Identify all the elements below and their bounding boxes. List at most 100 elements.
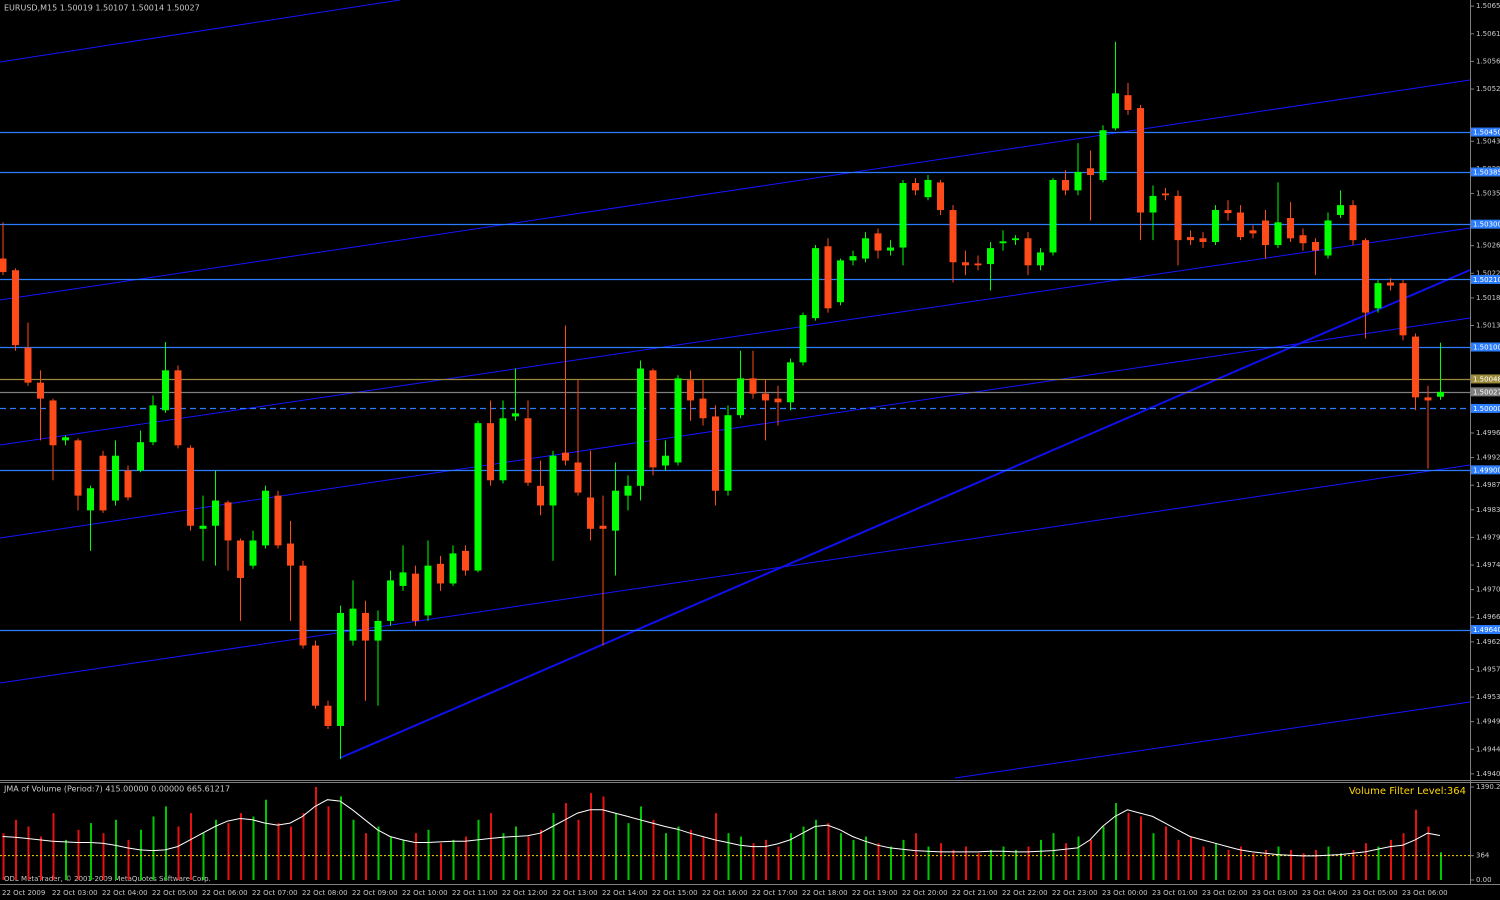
candle-body bbox=[1237, 212, 1244, 238]
x-tick-label: 22 Oct 04:00 bbox=[102, 889, 148, 897]
volume-bar bbox=[902, 839, 905, 880]
candle-body bbox=[1074, 171, 1082, 191]
volume-bar bbox=[1315, 849, 1317, 880]
candle-body bbox=[187, 447, 194, 526]
x-tick-label: 22 Oct 06:00 bbox=[202, 889, 248, 897]
candle-body bbox=[337, 612, 344, 726]
candle-body bbox=[87, 488, 94, 511]
candle-body bbox=[424, 565, 432, 616]
candle-body bbox=[249, 540, 257, 566]
volume-bar bbox=[340, 796, 342, 880]
level-tag bbox=[1471, 167, 1500, 177]
candle-body bbox=[1099, 130, 1107, 180]
volume-bar bbox=[1115, 803, 1117, 880]
x-tick-label: 23 Oct 00:00 bbox=[1102, 889, 1148, 897]
volume-bar bbox=[1077, 836, 1080, 880]
candle-body bbox=[49, 400, 57, 446]
volume-bar bbox=[677, 826, 680, 880]
candle-body bbox=[562, 452, 569, 461]
candle-body bbox=[1387, 282, 1394, 286]
volume-bar bbox=[1277, 846, 1280, 880]
candle-body bbox=[299, 565, 307, 646]
candle-body bbox=[549, 455, 557, 506]
x-tick-label: 22 Oct 13:00 bbox=[552, 889, 598, 897]
candle-body bbox=[274, 495, 282, 546]
candle-body bbox=[649, 370, 657, 468]
volume-bar bbox=[2, 833, 5, 880]
volume-bar bbox=[1302, 853, 1305, 880]
x-tick-label: 23 Oct 05:00 bbox=[1352, 889, 1398, 897]
x-tick-label: 22 Oct 2009 bbox=[2, 889, 45, 897]
volume-bar bbox=[402, 839, 405, 880]
volume-bar bbox=[702, 836, 705, 880]
volume-bar bbox=[215, 819, 217, 880]
candle-body bbox=[399, 572, 407, 586]
candle-body bbox=[912, 183, 919, 191]
candle-body bbox=[862, 238, 869, 259]
volume-bar bbox=[515, 826, 517, 880]
candle-body bbox=[1337, 205, 1344, 215]
candle-body bbox=[1412, 336, 1419, 398]
level-tag-label: 1.50000 bbox=[1473, 405, 1500, 413]
volume-bar bbox=[540, 829, 542, 880]
candle-body bbox=[199, 525, 207, 529]
volume-bar bbox=[302, 813, 305, 880]
candle-body bbox=[674, 378, 682, 463]
y-tick-label: 1.49575 bbox=[1476, 665, 1500, 673]
y-tick-label: 1.49745 bbox=[1476, 561, 1500, 569]
candle-body bbox=[874, 233, 882, 251]
volume-bar bbox=[1415, 809, 1417, 880]
x-tick-label: 22 Oct 15:00 bbox=[652, 889, 698, 897]
volume-bar bbox=[590, 793, 592, 880]
candle-body bbox=[587, 497, 594, 529]
volume-bar bbox=[115, 819, 117, 880]
y-tick-label: 1.49445 bbox=[1476, 745, 1500, 753]
volume-bar bbox=[640, 806, 642, 880]
candle-body bbox=[949, 210, 957, 263]
y-tick-label: 1.50565 bbox=[1476, 57, 1500, 65]
candle-body bbox=[574, 462, 582, 493]
trend-line bbox=[0, 464, 1471, 684]
volume-bar bbox=[77, 829, 80, 880]
volume-bar bbox=[1290, 849, 1292, 880]
y-tick-label: 1.50220 bbox=[1476, 269, 1500, 277]
y-tick-label: 1.50610 bbox=[1476, 30, 1500, 38]
level-tag bbox=[1471, 127, 1500, 137]
candle-body bbox=[1124, 95, 1132, 110]
level-tag bbox=[1471, 219, 1500, 229]
candle-body bbox=[1299, 235, 1307, 244]
volume-bar bbox=[1190, 836, 1192, 880]
candle-body bbox=[1399, 283, 1407, 336]
candle-body bbox=[1274, 222, 1282, 246]
candle-body bbox=[1012, 238, 1019, 241]
y-tick-label: 1.49920 bbox=[1476, 454, 1500, 462]
volume-bar bbox=[377, 826, 380, 880]
x-tick-label: 22 Oct 08:00 bbox=[302, 889, 348, 897]
candle-body bbox=[612, 490, 619, 531]
volume-bar bbox=[265, 799, 267, 880]
candle-body bbox=[1212, 210, 1219, 242]
x-tick-label: 22 Oct 22:00 bbox=[1002, 889, 1048, 897]
volume-bar bbox=[1165, 826, 1167, 880]
volume-bar bbox=[452, 839, 455, 880]
volume-bar bbox=[502, 833, 505, 880]
x-tick-label: 22 Oct 20:00 bbox=[902, 889, 948, 897]
x-tick-label: 22 Oct 23:00 bbox=[1052, 889, 1098, 897]
y-tick-label: 1.50135 bbox=[1476, 322, 1500, 330]
volume-bar bbox=[1352, 849, 1355, 880]
candle-body bbox=[774, 398, 782, 403]
volume-bar bbox=[52, 813, 55, 880]
candle-body bbox=[1199, 238, 1207, 242]
trend-line bbox=[954, 701, 1471, 779]
candle-body bbox=[74, 440, 82, 496]
candle-body bbox=[0, 258, 7, 273]
volume-bar bbox=[315, 787, 317, 880]
x-tick-label: 22 Oct 17:00 bbox=[752, 889, 798, 897]
candle-body bbox=[824, 246, 832, 309]
candle-body bbox=[62, 437, 69, 441]
volume-bar bbox=[1365, 843, 1367, 880]
volume-bar bbox=[777, 846, 780, 880]
candle-body bbox=[1062, 179, 1069, 191]
candle-body bbox=[449, 553, 457, 584]
